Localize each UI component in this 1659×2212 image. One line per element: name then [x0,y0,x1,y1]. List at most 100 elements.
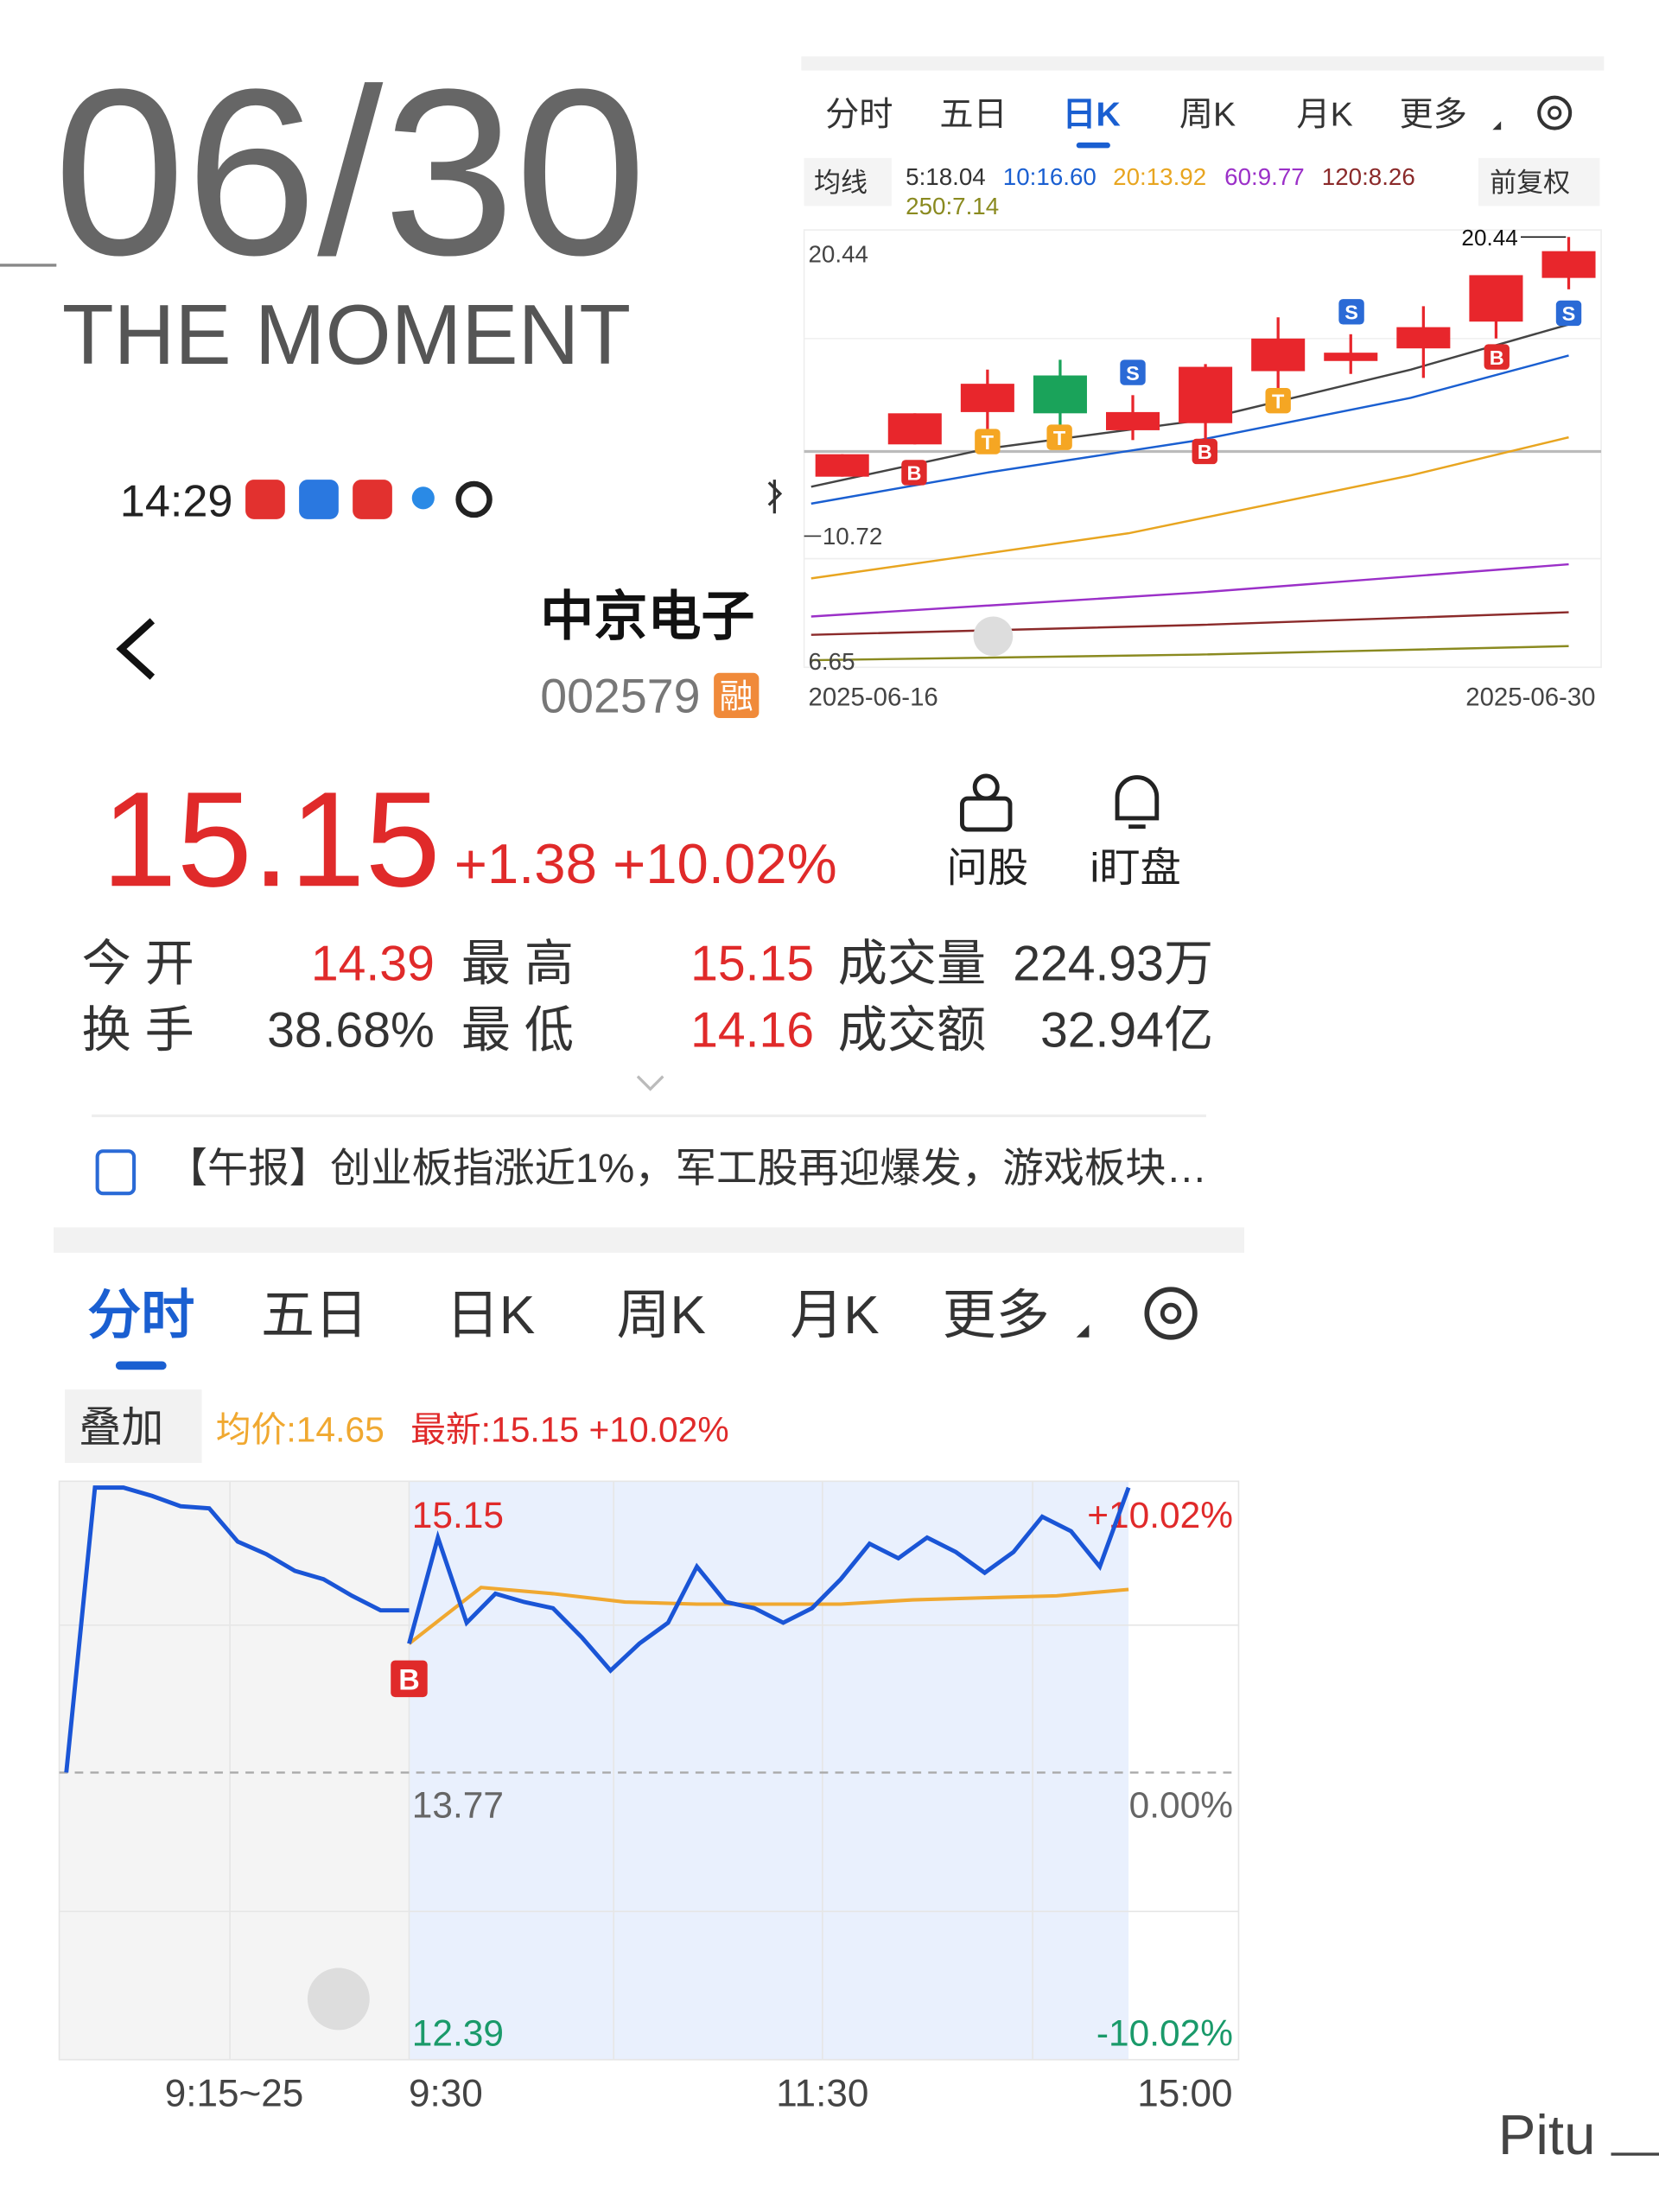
ma60 [810,563,1569,618]
tab[interactable]: 日K [1062,96,1120,133]
signal-badge [901,460,927,486]
overlay-button-bg[interactable] [65,1389,202,1464]
stat: 32.94亿 [1040,1002,1213,1058]
band [801,56,1605,71]
float-button[interactable] [307,1967,370,2031]
pct-label: -10.02% [1096,2012,1233,2053]
stat: 15.15 [690,937,814,992]
alarm-icon [455,480,493,518]
tab[interactable]: 分时 [825,96,893,133]
signal-label: S [1562,302,1576,325]
signal-label: T [982,431,995,454]
stat: 14.39 [311,937,435,992]
action[interactable]: i盯盘 [1090,845,1181,891]
tab[interactable]: 月K [1296,96,1352,133]
signal-badge [391,1660,428,1698]
price-label: 13.77 [412,1785,504,1826]
candle-body [887,413,942,445]
kline-frame [803,229,1602,669]
high-label: 20.44 [1461,225,1517,251]
watch-icon[interactable] [1115,775,1160,830]
signal-label: T [1272,390,1285,412]
signal-badge [975,429,1001,454]
y-level-label: 10.72 [823,523,882,550]
news-icon [95,1149,137,1196]
pct-label: 0.00% [1129,1785,1233,1826]
tab[interactable]: 五日 [939,96,1007,133]
stat: 今 开 [82,937,194,992]
stat: 最 高 [461,937,574,992]
settings-icon[interactable] [1537,95,1573,130]
tagline: THE MOMENT [62,287,631,382]
band [54,1227,1245,1253]
badge: 融 [720,679,753,716]
x-date: 2025-06-30 [1465,683,1595,711]
tab[interactable]: 日K [446,1286,535,1345]
x-date: 2025-06-16 [809,683,938,711]
x-time: 9:30 [409,2073,483,2115]
date: 06/30 [54,41,646,305]
expand[interactable] [636,1075,664,1091]
ma-button: 均线 [814,168,868,198]
intraday-frame [58,1480,1240,2061]
tab[interactable]: 更多 [943,1286,1050,1345]
stock-code: 002579 [540,669,700,722]
price: 15.15 [102,764,441,915]
status-time: 14:29 [120,477,233,527]
ask-icon[interactable] [960,796,1013,832]
x-time: 9:15~25 [165,2073,304,2115]
tab[interactable]: 月K [790,1286,879,1345]
tab[interactable]: 更多 [1400,96,1467,133]
bluetooth-icon [767,480,783,514]
app-icon [245,480,285,519]
average-line [408,1586,1129,1645]
session-bg [409,1481,1129,2060]
price-label: 15.15 [412,1495,504,1535]
badge-bg [714,672,760,719]
settings-icon[interactable] [1144,1287,1198,1340]
tab[interactable]: 分时 [87,1286,194,1345]
price-line [407,1486,1131,1674]
avg-price: 均价:14.65 [216,1410,385,1450]
stat: 成交量 [838,937,986,992]
candle-body [1251,338,1306,372]
candle-body [1541,251,1596,278]
signal-badge [1046,424,1072,450]
ma250 [810,645,1569,662]
tab[interactable]: 周K [1179,96,1236,133]
grid [59,1481,1239,2060]
float-button[interactable] [973,616,1014,657]
signal-label: S [1344,302,1358,324]
ask-icon [972,773,1000,801]
action[interactable]: 问股 [947,845,1029,891]
candle-body [1033,375,1087,414]
tab[interactable]: 周K [616,1286,705,1345]
settings-icon [1160,1302,1182,1325]
candle-body [960,384,1014,412]
signal-badge [1555,300,1582,327]
ma120 [810,611,1569,636]
candle-body [1324,353,1378,361]
ma-label: 5:18.04 [906,163,986,190]
signal-label: B [1198,441,1212,463]
ma-label: 250:7.14 [906,193,999,219]
premarket-bg [59,1481,410,2060]
overlay-button: 叠加 [79,1405,163,1452]
ma-label: 60:9.77 [1224,163,1305,190]
ma-label: 10:16.60 [1003,163,1096,190]
tab-underline [115,1361,167,1370]
news[interactable]: 【午报】创业板指涨近1%，军工股再迎爆发，游戏板块… [167,1146,1207,1192]
last-price: 最新:15.15 +10.02% [410,1410,729,1450]
back-button[interactable] [116,618,156,680]
tab[interactable]: 五日 [261,1286,368,1345]
price-label: 12.39 [412,2012,504,2053]
app-icon [299,480,339,519]
shield-icon [411,486,435,510]
signal-label: B [398,1664,420,1697]
ma-button-bg[interactable] [804,157,892,207]
settings-icon [1548,105,1562,120]
premarket-line [64,1485,410,1773]
adjust-button-bg[interactable] [1478,157,1600,207]
